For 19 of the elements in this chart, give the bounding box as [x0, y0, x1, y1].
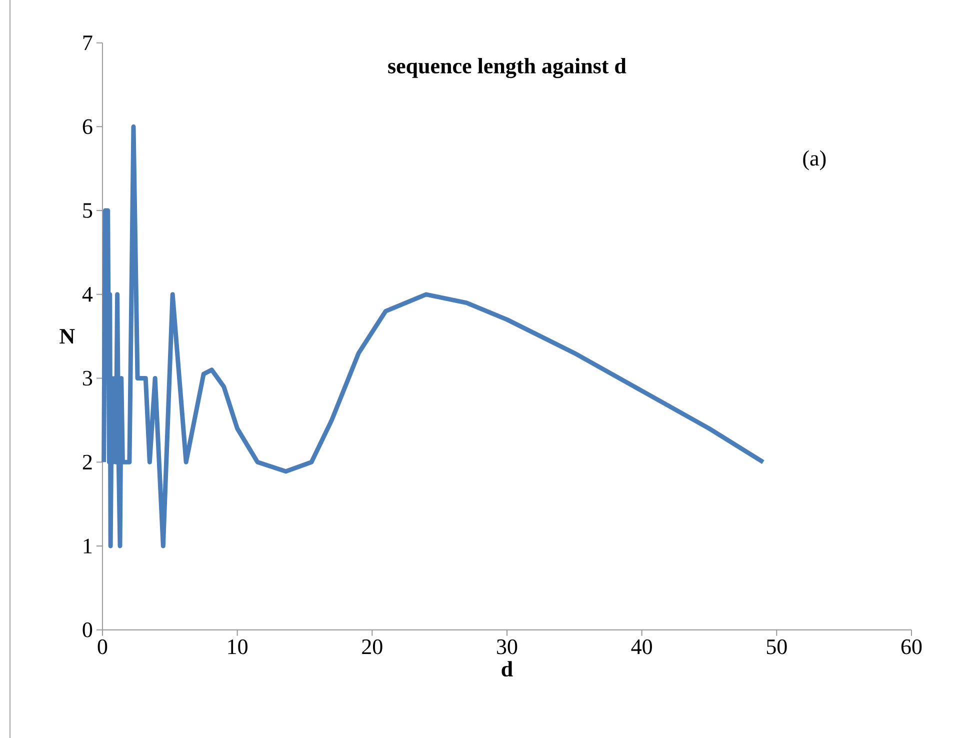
x-tick-label: 60 — [901, 639, 922, 654]
x-tick-label: 30 — [497, 639, 518, 654]
y-tick-label: 4 — [82, 287, 93, 302]
y-tick-label: 3 — [82, 370, 92, 386]
x-tick-label: 40 — [631, 639, 652, 654]
y-tick-label: 5 — [83, 203, 92, 218]
annotation: (a) — [803, 150, 826, 170]
y-tick-label: 2 — [82, 454, 92, 470]
text: sequence length against d — [388, 58, 626, 78]
x-tick-label: 10 — [228, 639, 248, 654]
y-axis-title: N — [60, 329, 75, 344]
x-axis-title: d — [502, 661, 513, 677]
y-tick-label: 1 — [84, 538, 92, 554]
y-tick-label: 7 — [83, 36, 92, 50]
y-tick-label: 0 — [82, 622, 92, 638]
x-tick-label: 50 — [766, 639, 787, 654]
x-tick-label: 0 — [98, 639, 108, 654]
x-tick-label: 20 — [362, 639, 382, 654]
y-tick-label: 6 — [82, 119, 92, 134]
